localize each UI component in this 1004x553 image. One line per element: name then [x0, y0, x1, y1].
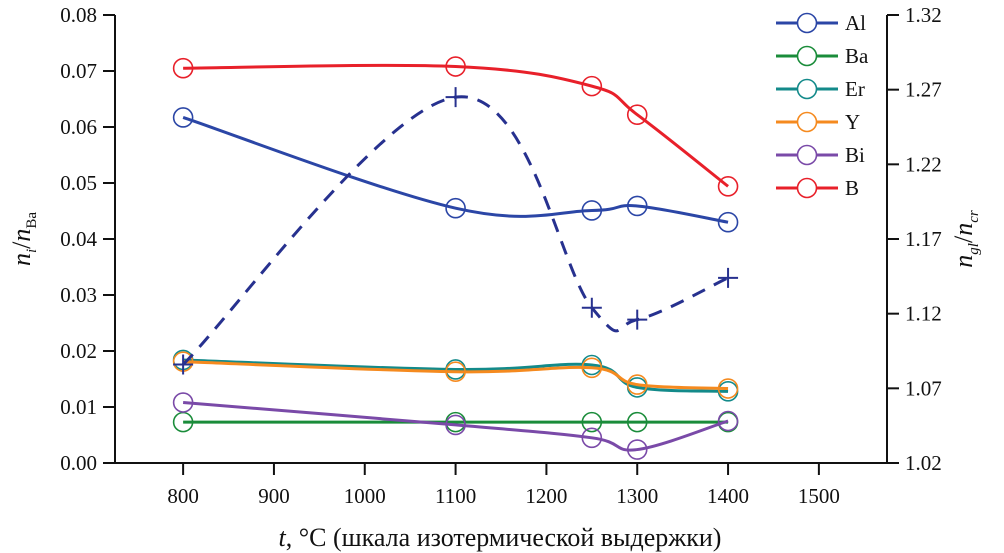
data-point: [445, 414, 466, 436]
data-point: [445, 197, 466, 219]
data-point: [717, 378, 739, 399]
legend-item-al: Al: [776, 11, 866, 35]
x-tick-label: 900: [258, 484, 290, 508]
y2-axis-title: ngl/ncr: [949, 210, 982, 268]
series-line: [183, 360, 729, 391]
data-point: [717, 176, 739, 197]
y-axis-title-n2: n: [7, 229, 36, 242]
series-line: [182, 116, 729, 224]
legend: Al Ba Er Y Bi B: [776, 11, 869, 200]
series-line: [182, 401, 729, 452]
legend-item-er: Er: [776, 77, 865, 101]
legend-item-y: Y: [776, 110, 860, 134]
x-tick-label: 800: [167, 484, 199, 508]
axes: 0.00 0.01 0.02 0.03 0.04 0.05 0.06 0.07 0.08 1.02…: [60, 3, 942, 508]
y2-axis-title-n1: n: [949, 255, 978, 268]
series-al: [172, 107, 739, 233]
data-point: [581, 357, 603, 379]
series-bi: [172, 392, 739, 460]
data-point: [581, 200, 603, 221]
y2-tick-label: 1.17: [905, 227, 942, 251]
series-y: [172, 351, 739, 399]
data-point: [717, 410, 739, 432]
legend-item-bi: Bi: [776, 143, 865, 167]
y-tick-label: 0.08: [60, 3, 97, 27]
data-point-plus: [445, 87, 466, 108]
y-tick-label: 0.01: [60, 395, 97, 419]
y2-tick-label: 1.22: [905, 152, 942, 176]
data-point: [445, 361, 466, 383]
data-point: [172, 57, 194, 79]
y-tick-label: 0.05: [60, 171, 97, 195]
y-tick-label: 0.02: [60, 339, 97, 363]
legend-label: Er: [845, 77, 865, 101]
x-axis-title-rest: , °C (шкала изотермической выдержки): [286, 523, 722, 552]
x-tick-label: 1400: [707, 484, 749, 508]
data-point: [172, 107, 194, 128]
legend-marker: [796, 177, 818, 199]
y-axis-title: ni/nBa: [7, 212, 40, 266]
y2-tick-label: 1.32: [905, 3, 942, 27]
y-tick-label: 0.06: [60, 115, 97, 139]
series-layer: [172, 56, 739, 460]
series-b: [172, 56, 739, 197]
legend-marker: [796, 111, 818, 133]
y2-axis-title-n2: n: [949, 223, 978, 236]
y-axis-title-sub1: i: [24, 249, 40, 253]
data-point-plus: [581, 297, 602, 318]
y2-axis-title-sub2: cr: [966, 210, 982, 223]
series-line: [183, 358, 729, 393]
legend-label: Al: [845, 11, 866, 35]
data-point: [626, 374, 648, 395]
data-point: [445, 56, 466, 77]
data-point: [172, 392, 194, 413]
y2-tick-label: 1.07: [905, 376, 942, 400]
data-point: [581, 411, 603, 433]
y2-tick-label: 1.27: [905, 78, 942, 102]
data-point: [581, 75, 603, 97]
legend-item-b: B: [776, 176, 859, 200]
data-point-plus: [173, 354, 194, 375]
y-tick-label: 0.00: [60, 451, 97, 475]
y-axis-title-slash: /: [7, 241, 36, 249]
x-tick-label: 1000: [344, 484, 386, 508]
data-point-plus: [627, 309, 648, 330]
series-line: [183, 63, 729, 188]
data-point: [717, 211, 739, 233]
y-tick-label: 0.07: [60, 59, 97, 83]
legend-label: Bi: [845, 143, 865, 167]
data-point: [626, 195, 648, 217]
data-point: [626, 411, 648, 433]
data-point: [581, 427, 603, 449]
y2-tick-label: 1.02: [905, 451, 942, 475]
x-tick-label: 1500: [798, 484, 840, 508]
legend-marker: [796, 78, 818, 100]
x-axis-title: t, °C (шкала изотермической выдержки): [279, 523, 722, 552]
y2-axis-title-slash: /: [949, 235, 978, 243]
series-n-gl-n-cr: [173, 87, 739, 375]
series-line: [182, 95, 729, 366]
legend-marker: [796, 45, 818, 67]
legend-label: B: [845, 176, 859, 200]
legend-item-ba: Ba: [776, 44, 869, 68]
legend-label: Y: [845, 110, 860, 134]
x-axis-title-italic: t: [279, 523, 287, 552]
y-axis-title-n1: n: [7, 253, 36, 266]
x-tick-label: 1100: [435, 484, 476, 508]
x-tick-label: 1200: [525, 484, 567, 508]
data-point: [626, 104, 648, 125]
y2-axis-title-sub1: gl: [966, 243, 982, 255]
data-point-plus: [718, 267, 739, 288]
data-point: [626, 439, 648, 460]
legend-label: Ba: [845, 44, 869, 68]
y-tick-label: 0.04: [60, 227, 97, 251]
series-er: [172, 349, 739, 402]
legend-marker: [796, 12, 818, 34]
x-tick-label: 1300: [616, 484, 658, 508]
y2-tick-label: 1.12: [905, 302, 942, 326]
legend-marker: [796, 144, 818, 166]
y-axis-title-sub2: Ba: [24, 212, 40, 229]
y-tick-label: 0.03: [60, 283, 97, 307]
